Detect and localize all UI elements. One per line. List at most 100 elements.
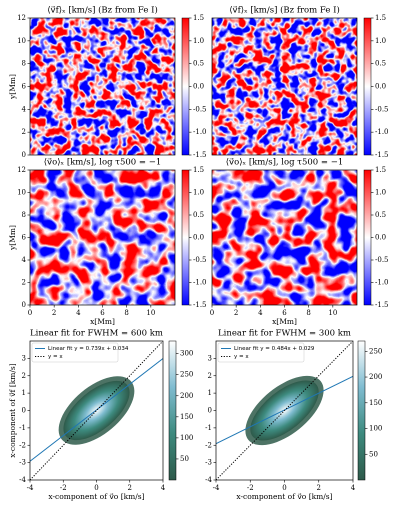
colorbar [357,340,366,481]
x-tick-label: 8 [124,309,128,317]
y-tick-label: 4 [22,105,27,113]
colorbar-tick-label: 0.0 [193,234,204,242]
colorbar-tick-label: -0.5 [193,105,207,113]
colorbar-tick-label: 50 [369,450,378,458]
panel-title: Linear fit for FWHM = 300 km [218,329,351,339]
y-tick-label: 10 [17,37,26,45]
x-tick-label: 4 [258,309,263,317]
legend-label: Linear fit y = 0.739x + 0.034 [48,346,129,352]
x-tick-label: 6 [100,309,105,317]
plot-area [216,341,353,480]
y-tick-label: 1 [22,389,26,397]
colorbar-tick-label: -1.5 [375,301,389,309]
y-tick-label: 2 [22,372,26,380]
colorbar-tick-label: 0.5 [193,60,204,68]
heatmap-image [212,18,357,155]
colorbar-tick-label: -1.5 [193,301,207,309]
panel-title: ⟨v⃗o⟩ₓ [km/s], log τ500 = −1 [226,158,344,168]
x-axis-label: x-component of v⃗o [km/s] [236,492,332,501]
colorbar-tick-label: 150 [369,399,382,407]
colorbar-tick-label: -1.0 [375,279,389,287]
colorbar [168,340,177,481]
legend: Linear fit y = 0.739x + 0.034 y = x [31,342,129,363]
legend-label: y = x [48,354,63,360]
legend-label: Linear fit y = 0.484x + 0.029 [234,346,315,352]
panel: ⟨v⃗f⟩ₓ [km/s] (Bz from Fe I) 0 2 4 6 8 10 12 y[M… [8,5,207,160]
y-tick-label: 12 [17,166,26,174]
colorbar-tick-label: -0.5 [375,105,389,113]
panel: Linear fit y = 0.739x + 0.034 y = xLinear… [8,329,193,502]
y-tick-label: 0 [22,151,26,159]
panel-title: ⟨v⃗o⟩ₓ [km/s], log τ500 = −1 [44,158,162,168]
y-axis-label: y[Mm] [8,225,17,251]
x-tick-label: 6 [282,309,287,317]
colorbar-tick-label: -1.0 [193,128,207,136]
x-tick-label: 2 [128,484,132,492]
x-tick-label: 2 [317,484,321,492]
colorbar-tick-label: 200 [180,392,193,400]
colorbar-tick-label: 0.5 [375,211,386,219]
heatmap-image [30,18,175,155]
y-tick-label: -3 [205,459,212,467]
colorbar-tick-label: 250 [180,371,193,379]
fit-line [30,341,163,480]
y-tick-label: 8 [22,60,26,68]
y-tick-label: 8 [22,211,26,219]
x-tick-label: 0 [282,484,286,492]
colorbar-tick-label: 0.5 [375,60,386,68]
colorbar-tick-label: 1.5 [193,14,204,22]
y-tick-label: 4 [22,256,27,264]
panel-title: ⟨v⃗f⟩ₓ [km/s] (Bz from Fe I) [229,5,340,16]
colorbar-tick-label: -1.0 [193,279,207,287]
colorbar-tick-label: 0.0 [375,234,386,242]
legend: Linear fit y = 0.484x + 0.029 y = x [217,342,315,363]
colorbar-tick-label: 0.5 [193,211,204,219]
y-tick-label: -1 [205,424,212,432]
x-tick-label: -2 [60,484,67,492]
colorbar-tick-label: 100 [369,425,382,433]
x-tick-label: 4 [351,484,356,492]
y-tick-label: 1 [208,389,212,397]
colorbar-tick-label: 250 [369,347,382,355]
colorbar [181,169,190,306]
colorbar-tick-label: 1.0 [193,189,204,197]
legend-box [31,342,119,363]
y-tick-label: 10 [17,189,26,197]
y-tick-label: 0 [22,301,26,309]
legend-label: y = x [234,354,249,360]
colorbar-tick-label: -1.0 [375,128,389,136]
x-tick-label: -4 [27,484,34,492]
y-tick-label: 0 [208,407,212,415]
y-tick-label: -1 [19,424,26,432]
panel: ⟨v⃗o⟩ₓ [km/s], log τ500 = −1 0 2 4 6 8 10 x[Mm]… [210,158,389,327]
x-tick-label: 8 [306,309,310,317]
colorbar-tick-label: 100 [180,434,193,442]
y-tick-label: 2 [22,279,26,287]
y-tick-label: -2 [19,441,26,449]
fit-line [30,358,163,462]
colorbar-tick-label: 200 [369,373,382,381]
x-tick-label: 0 [210,309,214,317]
colorbar-tick-label: 1.5 [375,166,386,174]
panel: ⟨v⃗f⟩ₓ [km/s] (Bz from Fe I) -1.5 -1.0 -0.5… [211,5,389,159]
y-axis-label: x-component of v⃗f [km/s] [8,363,17,458]
x-tick-label: 2 [52,309,56,317]
x-tick-label: 10 [328,309,337,317]
x-tick-label: 0 [94,484,98,492]
x-tick-label: 4 [161,484,166,492]
y-tick-label: -3 [19,459,26,467]
y-tick-label: 3 [208,354,212,362]
heatmap-image [30,170,175,305]
colorbar-tick-label: -0.5 [193,256,207,264]
x-tick-label: 4 [76,309,81,317]
colorbar [363,169,372,306]
plot-area [30,170,175,305]
colorbar-tick-label: 50 [180,455,189,463]
y-tick-label: 12 [17,14,26,22]
y-tick-label: 0 [22,407,26,415]
colorbar-tick-label: 150 [180,413,193,421]
y-tick-label: 2 [22,128,26,136]
